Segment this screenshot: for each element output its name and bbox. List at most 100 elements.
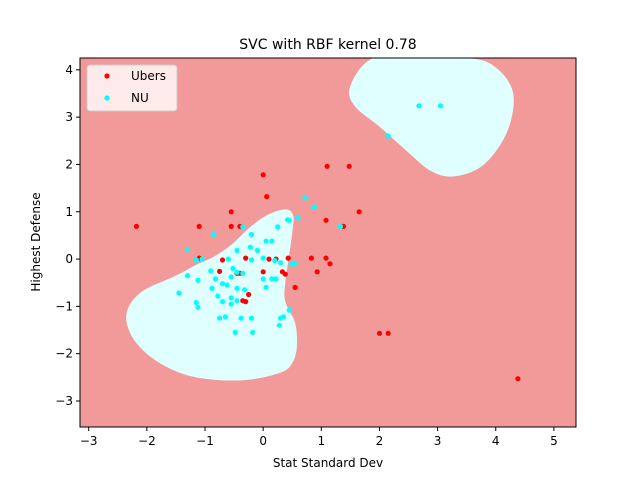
point-nu xyxy=(193,257,199,263)
point-nu xyxy=(208,268,214,274)
point-nu xyxy=(242,287,248,293)
point-nu xyxy=(240,270,246,276)
point-ubers xyxy=(515,376,521,382)
y-tick-label: −3 xyxy=(55,394,73,408)
point-nu xyxy=(385,133,391,139)
point-ubers xyxy=(323,255,329,261)
point-nu xyxy=(219,299,226,305)
point-nu xyxy=(234,269,240,275)
point-nu xyxy=(286,217,292,223)
legend-marker-ubers xyxy=(104,73,110,79)
decision-region-nu-0 xyxy=(126,209,298,381)
point-ubers xyxy=(314,269,320,275)
point-nu xyxy=(254,247,260,254)
point-nu xyxy=(209,285,215,291)
plot-area xyxy=(79,57,577,428)
point-nu xyxy=(193,300,199,306)
x-tick-label: 1 xyxy=(317,434,325,448)
y-axis-label: Highest Defense xyxy=(29,192,43,291)
point-ubers xyxy=(285,255,291,261)
x-tick-label: −2 xyxy=(138,434,156,448)
y-tick-label: 3 xyxy=(65,110,73,124)
point-nu xyxy=(272,257,278,264)
point-nu xyxy=(311,204,317,210)
y-tick-label: −2 xyxy=(55,347,73,361)
point-ubers xyxy=(266,256,272,262)
point-ubers xyxy=(217,268,223,274)
point-nu xyxy=(219,281,226,287)
legend-marker-nu xyxy=(104,95,110,101)
point-nu xyxy=(230,265,236,272)
chart-title: SVC with RBF kernel 0.78 xyxy=(239,37,416,53)
point-nu xyxy=(276,322,282,328)
point-nu xyxy=(224,282,230,288)
point-nu xyxy=(228,295,234,301)
x-tick-label: 3 xyxy=(434,434,442,448)
point-ubers xyxy=(243,299,249,305)
point-ubers xyxy=(385,330,391,336)
point-ubers xyxy=(260,172,266,178)
point-ubers xyxy=(308,255,314,261)
point-ubers xyxy=(133,223,139,229)
x-axis-label: Stat Standard Dev xyxy=(273,456,383,470)
point-nu xyxy=(250,329,256,335)
point-nu xyxy=(295,215,301,221)
decision-regions xyxy=(126,58,514,381)
y-tick-label: −1 xyxy=(55,299,73,313)
point-nu xyxy=(288,261,294,267)
point-nu xyxy=(215,293,221,299)
point-nu xyxy=(225,256,231,262)
point-nu xyxy=(185,273,191,279)
point-nu xyxy=(211,231,217,238)
point-nu xyxy=(263,284,269,290)
point-nu xyxy=(234,285,240,291)
plot-frame xyxy=(79,57,577,428)
point-ubers xyxy=(228,223,234,229)
point-nu xyxy=(292,261,298,267)
decision-region-nu-1 xyxy=(349,58,514,177)
point-nu xyxy=(247,244,253,250)
point-nu xyxy=(195,304,201,310)
point-ubers xyxy=(323,217,329,223)
point-ubers xyxy=(376,330,383,336)
point-nu xyxy=(234,298,240,304)
point-nu xyxy=(416,103,422,109)
point-nu xyxy=(269,276,275,282)
point-ubers xyxy=(264,194,270,200)
point-nu xyxy=(260,255,266,261)
x-tick-label: 5 xyxy=(550,434,558,448)
point-nu xyxy=(302,195,308,201)
point-ubers xyxy=(243,255,249,261)
point-nu xyxy=(437,103,444,109)
point-nu xyxy=(275,224,281,230)
point-nu xyxy=(195,277,201,283)
point-ubers xyxy=(327,261,333,267)
point-nu xyxy=(248,257,255,263)
point-nu xyxy=(273,276,279,282)
point-nu xyxy=(199,256,205,262)
x-tick-label: 0 xyxy=(259,434,267,448)
data-points xyxy=(133,103,521,382)
point-nu xyxy=(176,290,182,296)
point-nu xyxy=(222,314,228,320)
point-ubers xyxy=(292,284,298,290)
point-nu xyxy=(240,224,246,230)
x-tick-label: −1 xyxy=(196,434,214,448)
x-tick-label: 4 xyxy=(492,434,500,448)
point-nu xyxy=(185,247,191,253)
point-nu xyxy=(234,247,240,254)
point-nu xyxy=(248,315,255,321)
point-nu xyxy=(228,301,234,307)
point-nu xyxy=(238,315,244,321)
point-ubers xyxy=(228,209,234,215)
point-nu xyxy=(263,238,269,244)
y-tick-label: 0 xyxy=(65,252,73,266)
point-ubers xyxy=(260,269,266,275)
point-ubers xyxy=(219,257,226,263)
point-nu xyxy=(286,307,292,313)
point-ubers xyxy=(324,163,330,169)
point-nu xyxy=(228,274,234,280)
point-nu xyxy=(232,329,238,335)
point-nu xyxy=(269,238,275,244)
